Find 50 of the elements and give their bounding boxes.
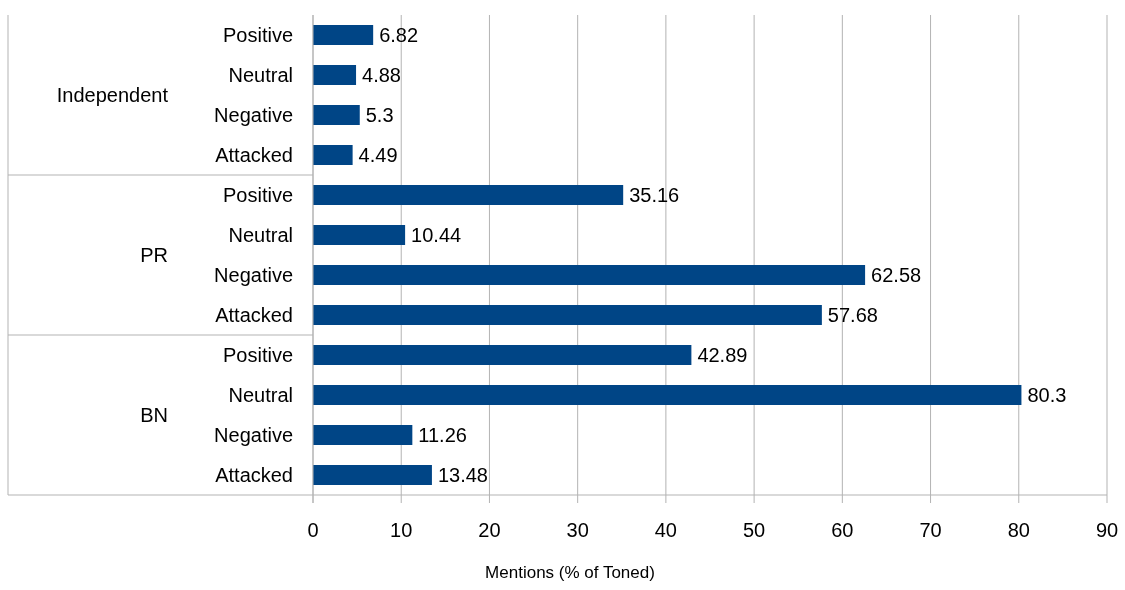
y-tick-label: Negative	[214, 104, 293, 126]
x-tick-label: 40	[654, 519, 678, 541]
data-label: 4.49	[358, 144, 398, 166]
bar	[313, 385, 1022, 405]
bar	[313, 265, 866, 285]
x-tick-label: 30	[566, 519, 589, 541]
bar	[313, 145, 353, 165]
y-tick-label: Positive	[222, 184, 293, 206]
x-tick-label: 80	[1007, 519, 1030, 541]
x-tick-label: 20	[478, 519, 501, 541]
bar	[313, 225, 406, 245]
x-tick-label: 0	[307, 519, 319, 541]
bar	[313, 185, 624, 205]
data-label: 13.48	[437, 464, 488, 486]
text: BN	[140, 404, 168, 426]
data-label: 6.82	[379, 24, 419, 46]
bar	[313, 25, 374, 45]
bar	[313, 425, 413, 445]
y-tick-label: Neutral	[228, 384, 293, 406]
y-tick-label: Negative	[214, 264, 293, 286]
x-tick-label: 90	[1095, 519, 1119, 541]
x-tick-label: 50	[742, 519, 766, 541]
y-tick-label: Attacked	[215, 144, 293, 166]
bar	[313, 105, 360, 125]
data-label: 80.3	[1027, 384, 1067, 406]
bar	[313, 65, 357, 85]
bar	[313, 305, 822, 325]
data-label: 62.58	[871, 264, 922, 286]
data-label: 35.16	[629, 184, 680, 206]
text: PR	[140, 244, 168, 266]
bar	[313, 465, 432, 485]
y-tick-label: Negative	[214, 424, 293, 446]
data-label: 11.26	[418, 424, 467, 446]
data-label: 10.44	[411, 224, 462, 246]
y-tick-label: Positive	[222, 24, 293, 46]
data-label: 5.3	[365, 104, 394, 126]
x-tick-label: 60	[831, 519, 854, 541]
data-label: 4.88	[362, 64, 401, 86]
data-label: 42.89	[697, 344, 748, 366]
x-tick-label: 70	[919, 519, 942, 541]
x-tick-label: 10	[390, 519, 413, 541]
y-tick-label: Neutral	[228, 64, 293, 86]
y-tick-label: Positive	[222, 344, 293, 366]
y-tick-label: Attacked	[215, 304, 293, 326]
y-tick-label: Neutral	[228, 224, 293, 246]
text: Independent	[56, 84, 169, 106]
y-tick-label: Attacked	[215, 464, 293, 486]
x-axis-title: Mentions (% of Toned)	[485, 563, 655, 582]
bar	[313, 345, 692, 365]
data-label: 57.68	[827, 304, 878, 326]
